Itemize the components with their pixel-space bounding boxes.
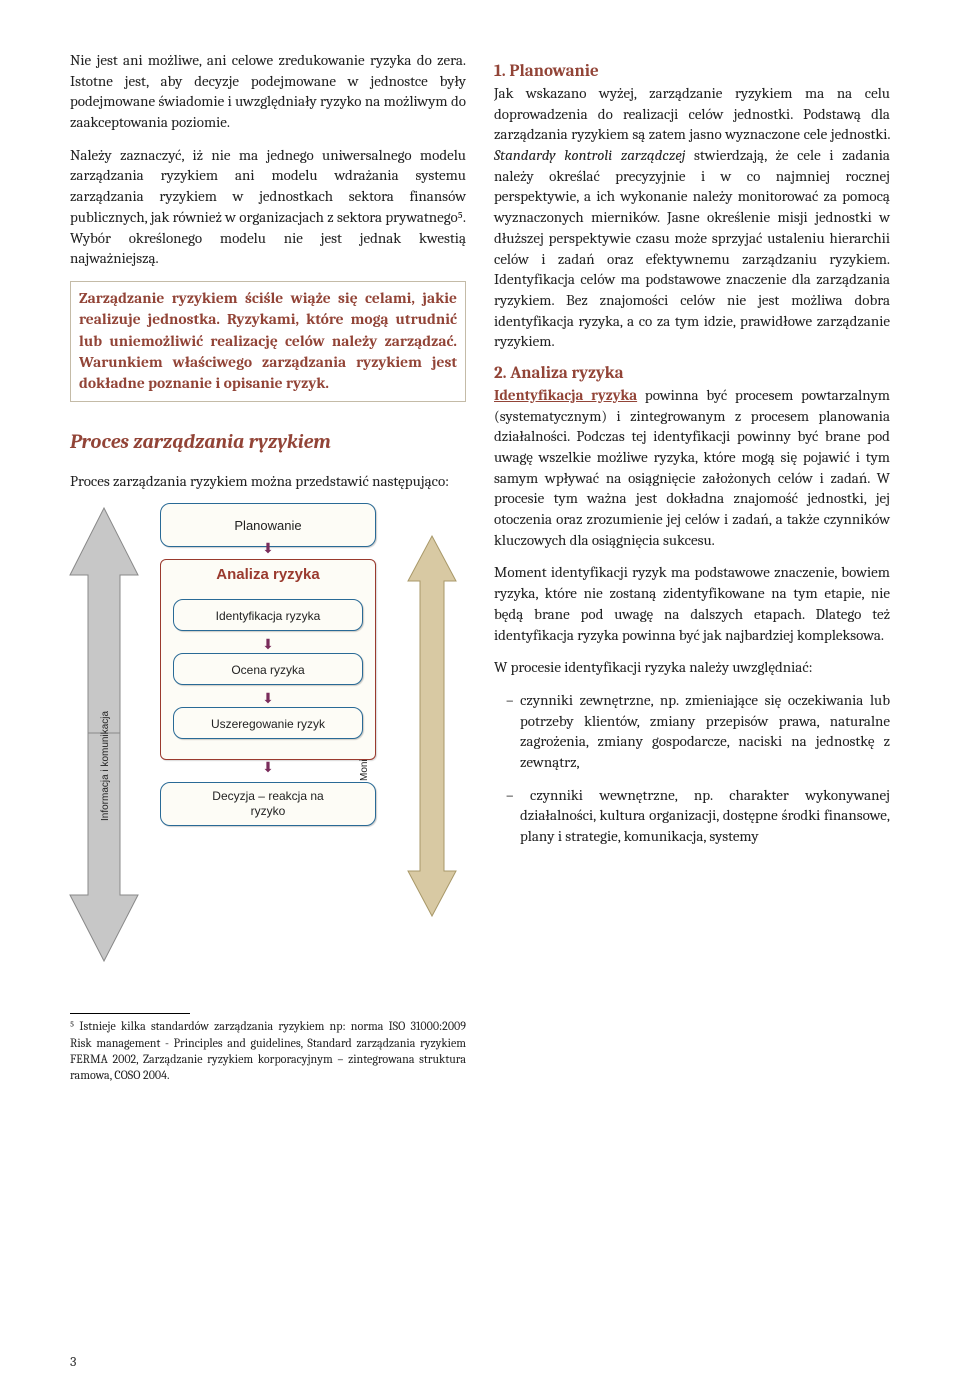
bullet-item: – czynniki zewnętrzne, np. zmieniające s… <box>494 690 890 773</box>
process-diagram: Informacja i komunikacja Monitorowanie i… <box>70 503 466 983</box>
paragraph: Proces zarządzania ryzykiem można przeds… <box>70 471 466 492</box>
diagram-box-text: ryzyko <box>251 804 286 818</box>
paragraph: Jak wskazano wyżej, zarządzanie ryzykiem… <box>494 83 890 352</box>
subsection-heading: 2. Analiza ryzyka <box>494 364 890 383</box>
text-run: Jak wskazano wyżej, zarządzanie ryzykiem… <box>494 84 890 143</box>
text-italic: Standardy kontroli zarządczej <box>494 146 685 164</box>
diagram-box-text: Decyzja – reakcja na <box>212 789 323 803</box>
diagram-group-title: Analiza ryzyka <box>161 564 375 587</box>
diagram-center-stack: Planowanie ⬇ Analiza ryzyka Identyfikacj… <box>160 503 376 983</box>
paragraph: Należy zaznaczyć, iż nie ma jednego uniw… <box>70 145 466 269</box>
paragraph: Moment identyfikacji ryzyk ma podstawowe… <box>494 562 890 645</box>
diagram-group-analiza: Analiza ryzyka Identyfikacja ryzyka ⬇ Oc… <box>160 559 376 760</box>
diagram-box-identyfikacja: Identyfikacja ryzyka <box>173 599 363 631</box>
diagram-box-decyzja: Decyzja – reakcja na ryzyko <box>160 782 376 826</box>
footnote-separator <box>70 1013 190 1014</box>
text-run: stwierdzają, że cele i zadania należy ok… <box>494 146 890 350</box>
inline-heading-link: Identyfikacja ryzyka <box>494 386 637 404</box>
right-column: 1. Planowanie Jak wskazano wyżej, zarząd… <box>494 50 890 1083</box>
section-heading: Proces zarządzania ryzykiem <box>70 430 466 453</box>
text-run: powinna być procesem powtarzalnym (syste… <box>494 386 890 549</box>
bullet-item: – czynniki wewnętrzne, np. charakter wyk… <box>494 785 890 847</box>
footnote: ⁵ Istnieje kilka standardów zarządzania … <box>70 1018 466 1083</box>
right-double-arrow-icon <box>402 531 462 921</box>
paragraph: Nie jest ani możliwe, ani celowe zreduko… <box>70 50 466 133</box>
two-column-layout: Nie jest ani możliwe, ani celowe zreduko… <box>70 50 890 1083</box>
paragraph: W procesie identyfikacji ryzyka należy u… <box>494 657 890 678</box>
document-page: Nie jest ani możliwe, ani celowe zreduko… <box>0 0 960 1390</box>
left-column: Nie jest ani możliwe, ani celowe zreduko… <box>70 50 466 1083</box>
callout-box: Zarządzanie ryzykiem ściśle wiąże się ce… <box>70 281 466 402</box>
diagram-box-ocena: Ocena ryzyka <box>173 653 363 685</box>
subsection-heading: 1. Planowanie <box>494 62 890 81</box>
page-number: 3 <box>70 1353 76 1370</box>
left-arrow-label: Informacja i komunikacja <box>100 711 111 821</box>
diagram-box-uszeregowanie: Uszeregowanie ryzyk <box>173 707 363 739</box>
paragraph: Identyfikacja ryzyka powinna być procese… <box>494 385 890 551</box>
